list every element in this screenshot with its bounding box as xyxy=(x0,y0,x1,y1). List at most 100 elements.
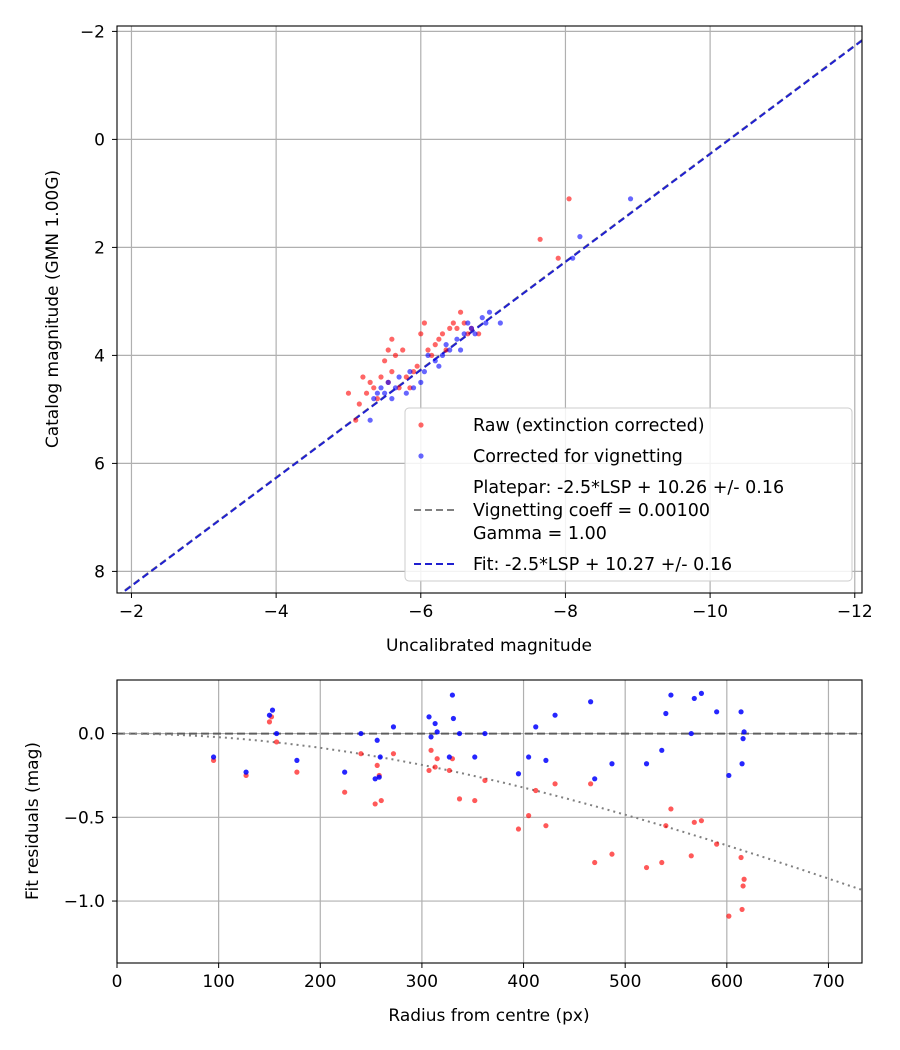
raw-point xyxy=(371,385,377,391)
corrected-residual-point xyxy=(643,761,650,767)
corrected-residual-point xyxy=(698,690,705,696)
corrected-residual-point xyxy=(243,769,249,775)
raw-residual-point xyxy=(663,823,669,829)
corrected-residual-point xyxy=(482,730,488,737)
raw-point xyxy=(476,331,482,337)
raw-residual-point xyxy=(426,767,432,774)
raw-point xyxy=(382,358,388,364)
raw-point xyxy=(414,363,420,369)
corrected-point xyxy=(577,234,583,240)
raw-residual-point xyxy=(434,756,440,762)
corrected-point xyxy=(479,315,485,321)
bottom-x-tick-label: 600 xyxy=(711,972,743,992)
corrected-point xyxy=(421,369,428,375)
bottom-y-tick-label: −0.5 xyxy=(64,808,105,828)
corrected-point xyxy=(497,320,503,326)
raw-point xyxy=(450,320,456,326)
corrected-point xyxy=(432,358,438,364)
legend-raw-marker xyxy=(418,422,424,428)
bottom-x-axis-label: Radius from centre (px) xyxy=(388,1006,589,1026)
corrected-residual-point xyxy=(273,730,280,737)
top-y-tick-label: 0 xyxy=(94,130,105,150)
raw-residual-point xyxy=(609,851,615,857)
corrected-residual-point xyxy=(740,736,746,742)
corrected-residual-point xyxy=(269,707,276,713)
corrected-point xyxy=(385,379,391,385)
top-y-axis-label: Catalog magnitude (GMN 1.00G) xyxy=(43,170,63,448)
top-x-tick-label: −2 xyxy=(119,602,144,622)
raw-residual-point xyxy=(714,841,720,847)
bottom-y-tick-label: 0.0 xyxy=(78,725,105,745)
top-x-axis-label: Uncalibrated magnitude xyxy=(386,636,592,656)
raw-point xyxy=(454,325,460,331)
raw-residual-point xyxy=(266,719,273,725)
raw-residual-point xyxy=(472,797,478,804)
legend: Raw (extinction corrected) Corrected for… xyxy=(404,407,853,582)
raw-point xyxy=(389,369,395,375)
bottom-x-tick-label: 0 xyxy=(112,972,123,992)
corrected-residual-point xyxy=(266,712,273,718)
raw-point xyxy=(436,336,442,342)
corrected-point xyxy=(410,385,417,391)
corrected-residual-point xyxy=(691,695,697,702)
raw-point xyxy=(439,331,446,337)
fit-line xyxy=(120,39,862,593)
raw-point xyxy=(363,390,370,396)
raw-point xyxy=(378,374,384,380)
raw-point xyxy=(396,385,402,391)
raw-residual-point xyxy=(378,797,384,804)
raw-point xyxy=(461,320,467,326)
bottom-y-axis-label: Fit residuals (mag) xyxy=(23,742,43,900)
bottom-x-tick-label: 500 xyxy=(609,972,641,992)
raw-residual-point xyxy=(533,787,539,794)
raw-point xyxy=(443,347,449,353)
corrected-point xyxy=(447,347,453,353)
corrected-point xyxy=(367,417,373,423)
corrected-residual-point xyxy=(449,692,456,698)
top-x-tick-label: −6 xyxy=(408,602,433,622)
corrected-residual-point xyxy=(294,757,300,763)
corrected-point xyxy=(443,342,449,348)
raw-point xyxy=(432,342,438,348)
bottom-reference-lines xyxy=(117,732,862,891)
corrected-point xyxy=(396,374,402,380)
corrected-residual-point xyxy=(738,709,744,715)
legend-corrected-marker xyxy=(418,453,424,459)
legend-gamma-label: Gamma = 1.00 xyxy=(473,524,607,544)
corrected-residual-point xyxy=(434,729,440,735)
top-fit-lines xyxy=(119,38,862,593)
raw-point xyxy=(429,352,435,358)
raw-residual-point xyxy=(726,913,732,919)
raw-residual-point xyxy=(668,806,674,812)
corrected-residual-point xyxy=(377,754,383,760)
raw-point xyxy=(410,369,417,375)
corrected-point xyxy=(627,196,634,202)
corrected-residual-point xyxy=(472,754,478,760)
raw-point xyxy=(425,347,431,353)
corrected-residual-point xyxy=(426,714,432,720)
bottom-x-tick-label: 300 xyxy=(406,972,438,992)
corrected-point xyxy=(407,369,413,375)
corrected-residual-point xyxy=(592,776,598,782)
legend-box xyxy=(404,407,853,582)
top-x-tick-label: −4 xyxy=(264,602,289,622)
raw-point xyxy=(353,417,359,423)
top-y-tick-label: −2 xyxy=(80,22,105,42)
corrected-residual-point xyxy=(588,699,594,705)
raw-residual-point xyxy=(688,853,694,859)
corrected-residual-point xyxy=(376,774,382,780)
legend-vignetting-label: Vignetting coeff = 0.00100 xyxy=(473,501,710,521)
raw-residual-point xyxy=(374,762,380,769)
raw-point xyxy=(418,331,424,337)
raw-residual-point xyxy=(552,781,558,787)
corrected-residual-point xyxy=(390,724,397,730)
corrected-point xyxy=(418,379,424,385)
corrected-point xyxy=(468,325,475,331)
corrected-point xyxy=(371,396,377,402)
raw-residual-point xyxy=(592,859,598,866)
raw-residual-point xyxy=(446,767,452,774)
raw-residual-point xyxy=(273,739,280,745)
corrected-point xyxy=(454,336,460,342)
corrected-residual-point xyxy=(688,730,694,737)
raw-point xyxy=(407,385,413,391)
